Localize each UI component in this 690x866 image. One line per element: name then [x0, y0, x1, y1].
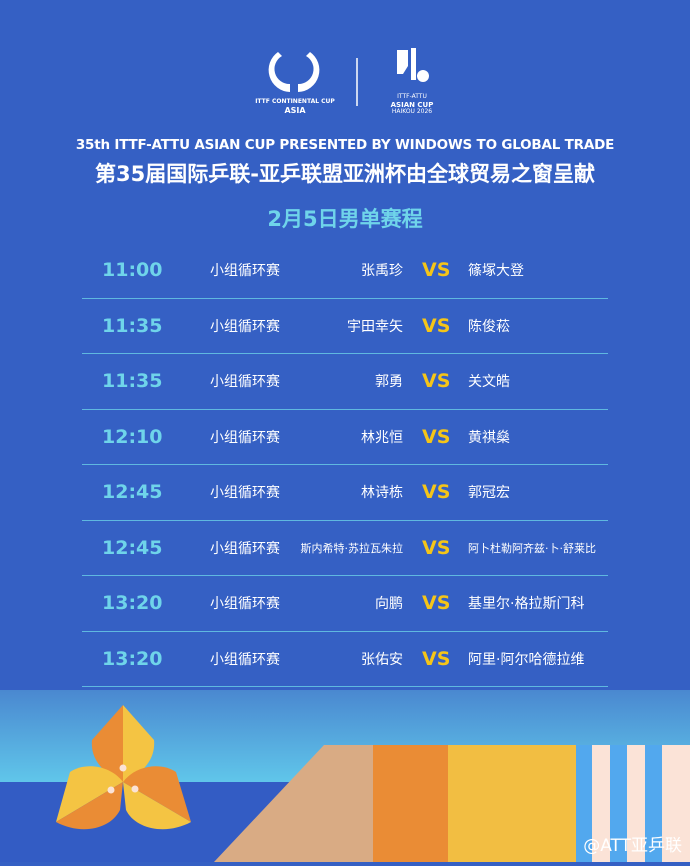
banner-graphic: [0, 690, 690, 862]
player2: 郭冠宏: [468, 485, 510, 502]
player1: 林兆恒: [361, 429, 403, 446]
match-row: 13:20 小组循环赛 张佑安 VS 阿里·阿尔哈德拉维: [82, 632, 608, 687]
player2: 关文皓: [468, 374, 510, 391]
player2: 陈俊菘: [468, 318, 510, 335]
match-stage: 小组循环赛: [210, 429, 280, 446]
player2: 阿卜杜勒阿齐兹·卜·舒莱比: [468, 541, 596, 555]
logo-line: ITTF CONTINENTAL CUP: [255, 98, 335, 105]
match-row: 12:10 小组循环赛 林兆恒 VS 黄祺燊: [82, 410, 608, 465]
header-logos: ITTF CONTINENTAL CUP ASIA ITTF-ATTU ASIA…: [0, 44, 690, 120]
ittf-continental-cup-logo: [268, 48, 429, 106]
logo-line: ASIA: [284, 105, 306, 115]
title-chinese: 第35届国际乒联-亚乒联盟亚洲杯由全球贸易之窗呈献: [95, 162, 595, 186]
left-logo-text: ITTF CONTINENTAL CUP ASIA: [255, 98, 335, 115]
match-row: 13:20 小组循环赛 向鹏 VS 基里尔·格拉斯门科: [82, 576, 608, 632]
match-row: 11:00 小组循环赛 张禹珍 VS 篠塚大登: [82, 243, 608, 299]
player2: 基里尔·格拉斯门科: [468, 596, 585, 613]
logo-line: HAIKOU 2026: [391, 107, 433, 115]
schedule-subtitle: 2月5日男单赛程: [267, 207, 423, 231]
player1: 宇田幸矢: [347, 318, 403, 335]
vs-label: VS: [422, 370, 451, 393]
match-stage: 小组循环赛: [210, 485, 280, 502]
match-time: 13:20: [102, 647, 163, 670]
match-time: 11:35: [102, 314, 163, 337]
match-row: 11:35 小组循环赛 宇田幸矢 VS 陈俊菘: [82, 299, 608, 354]
match-stage: 小组循环赛: [210, 374, 280, 391]
match-time: 11:35: [102, 370, 163, 393]
match-stage: 小组循环赛: [210, 318, 280, 335]
player2: 黄祺燊: [468, 429, 510, 446]
player1: 张禹珍: [361, 263, 403, 280]
match-time: 12:45: [102, 481, 163, 504]
match-list: 11:00 小组循环赛 张禹珍 VS 篠塚大登 11:35 小组循环赛 宇田幸矢 …: [82, 243, 608, 687]
match-row: 12:45 小组循环赛 林诗栋 VS 郭冠宏: [82, 465, 608, 521]
player2: 篠塚大登: [468, 263, 524, 280]
player1: 张佑安: [361, 651, 403, 668]
vs-label: VS: [422, 259, 451, 282]
right-logo-text: ITTF-ATTU ASIAN CUP HAIKOU 2026: [380, 93, 444, 116]
asian-cup-logo: [397, 50, 408, 74]
player1: 郭勇: [375, 374, 403, 391]
player1: 林诗栋: [361, 485, 403, 502]
logo-line: ITTF-ATTU: [397, 93, 427, 100]
vs-label: VS: [422, 314, 451, 337]
match-stage: 小组循环赛: [210, 596, 280, 613]
match-stage: 小组循环赛: [210, 540, 280, 557]
weibo-watermark: @ATT亚乒联: [583, 836, 682, 856]
match-time: 12:10: [102, 425, 163, 448]
player1: 向鹏: [375, 596, 403, 613]
match-time: 12:45: [102, 536, 163, 559]
match-row: 12:45 小组循环赛 斯内希特·苏拉瓦朱拉 VS 阿卜杜勒阿齐兹·卜·舒莱比: [82, 521, 608, 576]
match-stage: 小组循环赛: [210, 651, 280, 668]
vs-label: VS: [422, 647, 451, 670]
flower-icon: [56, 705, 191, 830]
match-stage: 小组循环赛: [210, 263, 280, 280]
match-time: 11:00: [102, 259, 163, 282]
decorative-banner: @ATT亚乒联: [0, 690, 690, 862]
title-english: 35th ITTF-ATTU ASIAN CUP PRESENTED BY WI…: [75, 137, 615, 153]
match-row: 11:35 小组循环赛 郭勇 VS 关文皓: [82, 354, 608, 410]
logo-line: ASIAN CUP: [390, 100, 434, 109]
match-time: 13:20: [102, 592, 163, 615]
vs-label: VS: [422, 536, 451, 559]
player2: 阿里·阿尔哈德拉维: [468, 651, 585, 668]
player1: 斯内希特·苏拉瓦朱拉: [300, 541, 404, 555]
vs-label: VS: [422, 481, 451, 504]
vs-label: VS: [422, 592, 451, 615]
vs-label: VS: [422, 425, 451, 448]
